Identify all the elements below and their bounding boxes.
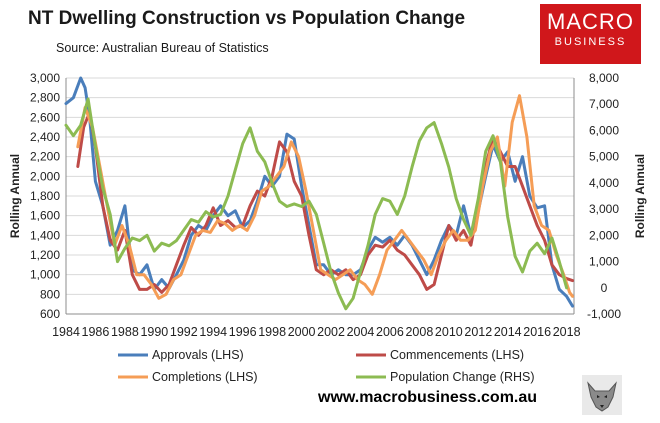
gridlines: [66, 77, 574, 315]
y-tick-label-right: 4,000: [589, 176, 619, 190]
y-tick-label-right: 6,000: [589, 123, 619, 137]
legend-label-population: Population Change (RHS): [390, 370, 535, 384]
x-tick-label: 2012: [464, 325, 492, 339]
x-tick-label: 2010: [435, 325, 463, 339]
legend-label-commencements: Commencements (LHS): [390, 348, 524, 362]
x-tick-label: 1992: [170, 325, 198, 339]
x-tick-label: 1988: [111, 325, 139, 339]
y-tick-label-left: 2,800: [30, 91, 60, 105]
x-tick-label: 1998: [258, 325, 286, 339]
y-tick-label-left: 600: [40, 307, 60, 321]
y-tick-label-left: 2,200: [30, 150, 60, 164]
y-tick-label-left: 2,000: [30, 169, 60, 183]
x-tick-label: 1984: [52, 325, 80, 339]
y-tick-label-right: 2,000: [589, 228, 619, 242]
legend: Approvals (LHS) Commencements (LHS) Comple…: [118, 348, 535, 384]
x-tick-label: 2004: [347, 325, 375, 339]
legend-label-approvals: Approvals (LHS): [152, 348, 244, 362]
x-tick-label: 2014: [494, 325, 522, 339]
y-axis-title-right: Rolling Annual: [633, 154, 647, 238]
website-url[interactable]: www.macrobusiness.com.au: [318, 389, 538, 406]
y-tick-label-right: -1,000: [587, 307, 621, 321]
logo-line2: BUSINESS: [554, 36, 627, 48]
x-tick-label: 1996: [229, 325, 257, 339]
brand-logo[interactable]: MACRO BUSINESS: [540, 4, 641, 64]
series-line-population: [64, 97, 569, 311]
y-tick-label-right: 0: [601, 281, 608, 295]
chart-title: NT Dwelling Construction vs Population C…: [28, 8, 466, 29]
y-tick-label-left: 1,800: [30, 189, 60, 203]
y-tick-label-left: 1,000: [30, 268, 60, 282]
y-tick-label-left: 3,000: [30, 71, 60, 85]
y-tick-label-left: 1,600: [30, 209, 60, 223]
legend-label-completions: Completions (LHS): [152, 370, 258, 384]
y-tick-label-right: 1,000: [589, 255, 619, 269]
y-tick-label-right: 3,000: [589, 202, 619, 216]
x-tick-label: 1994: [199, 325, 227, 339]
x-tick-label: 2000: [288, 325, 316, 339]
series-line-commencements: [76, 110, 574, 294]
x-tick-label: 2002: [317, 325, 345, 339]
x-tick-label: 1990: [140, 325, 168, 339]
x-tick-label: 2016: [523, 325, 551, 339]
fox-logo-icon: [582, 375, 622, 415]
x-tick-label: 1986: [82, 325, 110, 339]
x-tick-label: 2018: [553, 325, 581, 339]
y-tick-label-left: 800: [40, 287, 60, 301]
y-tick-label-right: 5,000: [589, 150, 619, 164]
logo-line1: MACRO: [547, 9, 634, 34]
y-tick-label-right: 8,000: [589, 71, 619, 85]
x-tick-label: 2006: [376, 325, 404, 339]
y-axis-title-left: Rolling Annual: [8, 154, 22, 238]
x-tick-label: 2008: [405, 325, 433, 339]
y-tick-label-left: 1,400: [30, 228, 60, 242]
axes: 3,000 2,800 2,600 2,400 2,200 2,000 1,800 1,600…: [8, 71, 647, 339]
y-tick-label-left: 2,600: [30, 110, 60, 124]
series-lines: [64, 76, 574, 311]
y-tick-label-left: 2,400: [30, 130, 60, 144]
y-tick-label-left: 1,200: [30, 248, 60, 262]
y-tick-label-right: 7,000: [589, 97, 619, 111]
chart-source: Source: Australian Bureau of Statistics: [56, 41, 269, 55]
